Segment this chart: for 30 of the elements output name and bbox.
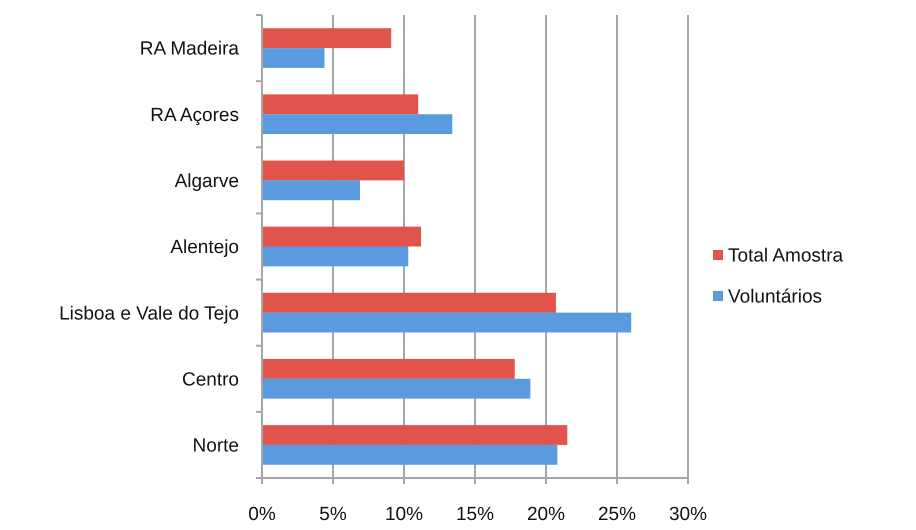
- bar: [262, 312, 632, 332]
- x-tick-label: 10%: [384, 504, 424, 525]
- bar: [262, 114, 452, 134]
- bar: [262, 28, 392, 48]
- bar: [262, 180, 360, 200]
- y-tick-label: Algarve: [174, 171, 239, 192]
- bar: [262, 246, 408, 266]
- y-tick-label: RA Madeira: [140, 38, 240, 60]
- y-tick-label: Alentejo: [170, 237, 239, 258]
- bar: [262, 444, 558, 465]
- bar: [262, 48, 324, 68]
- bar: [262, 94, 418, 114]
- x-tick-label: 5%: [319, 504, 347, 525]
- x-tick-label: 25%: [598, 504, 636, 525]
- x-tick-label: 15%: [456, 504, 494, 525]
- x-tick-label: 0%: [248, 504, 276, 525]
- bar: [262, 358, 515, 379]
- bar: [262, 378, 530, 399]
- bar: [262, 425, 568, 445]
- x-tick-label: 20%: [526, 504, 566, 525]
- y-tick-label: Lisboa e Vale do Tejo: [59, 303, 239, 324]
- y-tick-label: RA Açores: [150, 104, 239, 126]
- y-tick-label: Centro: [182, 369, 239, 390]
- legend-label: Total Amostra: [728, 246, 844, 267]
- bar: [262, 226, 422, 246]
- bar: [262, 292, 556, 313]
- bar: [262, 160, 404, 180]
- legend-label: Voluntários: [728, 286, 822, 308]
- x-tick-label: 30%: [668, 504, 708, 525]
- y-tick-label: Norte: [192, 436, 239, 457]
